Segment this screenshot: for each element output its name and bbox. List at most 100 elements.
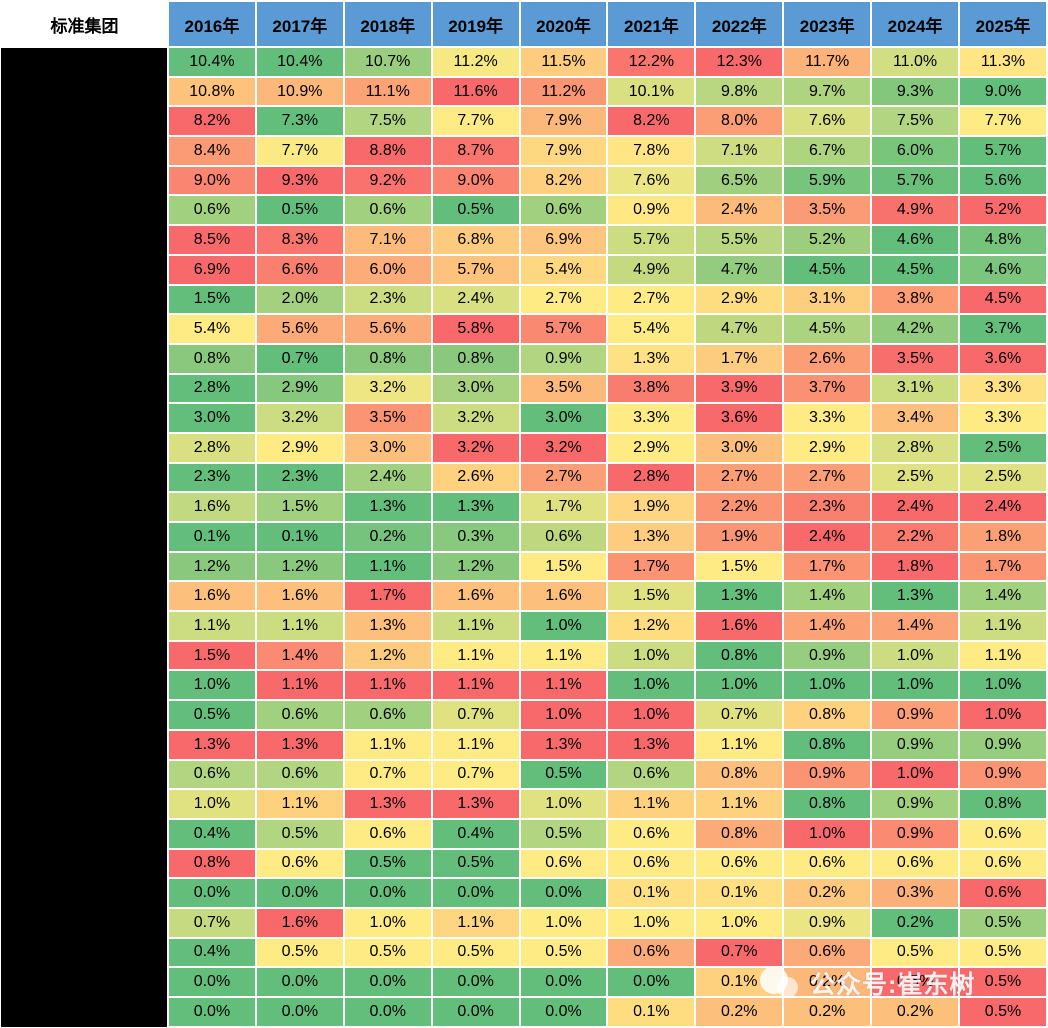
heatmap-cell: 0.7% [430,699,521,731]
heatmap-cell: 4.2% [870,313,961,345]
heatmap-cell: 0.0% [167,966,257,998]
heatmap-cell: 1.1% [430,639,521,672]
heatmap-cell: 3.6% [694,402,785,434]
heatmap-cell: 7.1% [342,224,433,256]
heatmap-cell: 1.3% [518,728,609,761]
heatmap-cell: 2.9% [254,431,345,464]
heatmap-cell: 2.4% [342,461,433,494]
heatmap-cell: 4.7% [694,313,785,345]
heatmap-cell: 1.7% [606,550,697,583]
heatmap-cell: 1.7% [782,550,873,583]
table-row: 0.7% 1.6% 1.0% 1.1% 1.0% 1.0% 1.0% 0.9% 0.2% 0.5% [1,906,1048,939]
heatmap-cell: 3.5% [782,194,873,227]
heatmap-cell: 0.5% [870,936,961,969]
heatmap-cell: 8.2% [167,105,257,138]
heatmap-cell: 2.7% [518,461,609,494]
redacted-row-label [1,551,169,582]
heatmap-cell: 0.0% [342,966,433,998]
year-header: 2016年 [167,0,257,48]
table-row: 0.8% 0.6% 0.5% 0.5% 0.6% 0.6% 0.6% 0.6% 0.6% 0.6% [1,847,1048,880]
table-row: 0.0% 0.0% 0.0% 0.0% 0.0% 0.1% 0.2% 0.2% 0.2% 0.5% [1,996,1048,1028]
heatmap-cell: 0.9% [958,758,1048,791]
heatmap-cell: 0.2% [782,996,873,1028]
heatmap-cell: 1.1% [430,669,521,702]
heatmap-cell: 0.4% [167,817,257,850]
heatmap-cell: 1.3% [694,580,785,613]
redacted-row-label [1,373,169,404]
heatmap-cell: 1.0% [518,788,609,820]
heatmap-cell: 9.3% [254,164,345,197]
heatmap-cell: 0.5% [958,996,1048,1028]
heatmap-cell: 0.1% [694,877,785,909]
table-row: 1.1% 1.1% 1.3% 1.1% 1.0% 1.2% 1.6% 1.4% 1.4% 1.1% [1,610,1048,642]
heatmap-cell: 6.6% [254,253,345,286]
heatmap-cell: 0.7% [430,758,521,791]
table-row: 8.2% 7.3% 7.5% 7.7% 7.9% 8.2% 8.0% 7.6% 7.5% 7.7% [1,105,1048,138]
heatmap-cell: 1.7% [342,580,433,613]
heatmap-cell: 1.6% [254,580,345,613]
heatmap-cell: 3.1% [870,372,961,405]
heatmap-cell: 1.0% [958,699,1048,731]
heatmap-cell: 1.1% [606,788,697,820]
heatmap-cell: 5.7% [870,164,961,197]
heatmap-cell: 0.9% [782,639,873,672]
heatmap-cell: 1.6% [694,610,785,642]
heatmap-cell: 9.7% [782,75,873,108]
heatmap-cell: 1.3% [430,491,521,523]
heatmap-cell: 1.5% [167,639,257,672]
heatmap-cell: 1.0% [606,699,697,731]
year-header: 2019年 [430,0,521,48]
heatmap-cell: 1.1% [958,610,1048,642]
heatmap-cell: 1.0% [167,669,257,702]
heatmap-cell: 1.1% [694,728,785,761]
heatmap-cell: 1.0% [782,669,873,702]
heatmap-cell: 10.8% [167,75,257,108]
heatmap-cell: 5.8% [430,313,521,345]
heatmap-cell: 0.0% [254,966,345,998]
year-header: 2024年 [870,0,961,48]
heatmap-cell: 4.5% [870,253,961,286]
heatmap-cell: 0.7% [167,906,257,939]
heatmap-cell: 9.0% [958,75,1048,108]
heatmap-cell: 1.1% [518,669,609,702]
heatmap-cell: 1.4% [254,639,345,672]
heatmap-cell: 0.5% [430,936,521,969]
year-header: 2025年 [958,0,1048,48]
heatmap-cell: 8.3% [254,224,345,256]
table-row: 1.0% 1.1% 1.3% 1.3% 1.0% 1.1% 1.1% 0.8% 0.9% 0.8% [1,788,1048,820]
heatmap-cell: 1.3% [342,491,433,523]
heatmap-cell: 0.0% [254,877,345,909]
heatmap-cell: 0.8% [342,342,433,375]
heatmap-cell: 2.7% [518,283,609,316]
heatmap-cell: 11.1% [342,75,433,108]
heatmap-cell: 11.7% [782,46,873,78]
heatmap-cell: 0.9% [518,342,609,375]
heatmap-cell: 0.0% [430,996,521,1028]
redacted-row-label [1,759,169,790]
heatmap-cell: 5.4% [518,253,609,286]
redacted-row-label [1,700,169,730]
heatmap-cell: 1.1% [518,639,609,672]
heatmap-cell: 2.2% [694,491,785,523]
heatmap-cell: 1.3% [342,788,433,820]
heatmap-cell: 4.5% [958,283,1048,316]
redacted-row-label [1,314,169,344]
heatmap-cell: 2.4% [958,491,1048,523]
redacted-row-label [1,254,169,285]
heatmap-cell: 0.8% [958,788,1048,820]
heatmap-cell: 3.5% [518,372,609,405]
heatmap-cell: 0.6% [606,758,697,791]
redacted-row-label [1,611,169,641]
heatmap-cell: 10.7% [342,46,433,78]
year-header: 2017年 [254,0,345,48]
heatmap-cell: 3.2% [518,431,609,464]
heatmap-cell: 0.6% [958,847,1048,880]
redacted-row-label [1,136,169,166]
heatmap-cell: 0.9% [870,817,961,850]
heatmap-cell: 0.7% [694,699,785,731]
heatmap-cell: 0.6% [958,817,1048,850]
table-row: 3.0% 3.2% 3.5% 3.2% 3.0% 3.3% 3.6% 3.3% 3.4% 3.3% [1,402,1048,434]
heatmap-cell: 1.0% [606,639,697,672]
heatmap-cell: 1.9% [606,491,697,523]
heatmap-cell: 1.0% [167,788,257,820]
